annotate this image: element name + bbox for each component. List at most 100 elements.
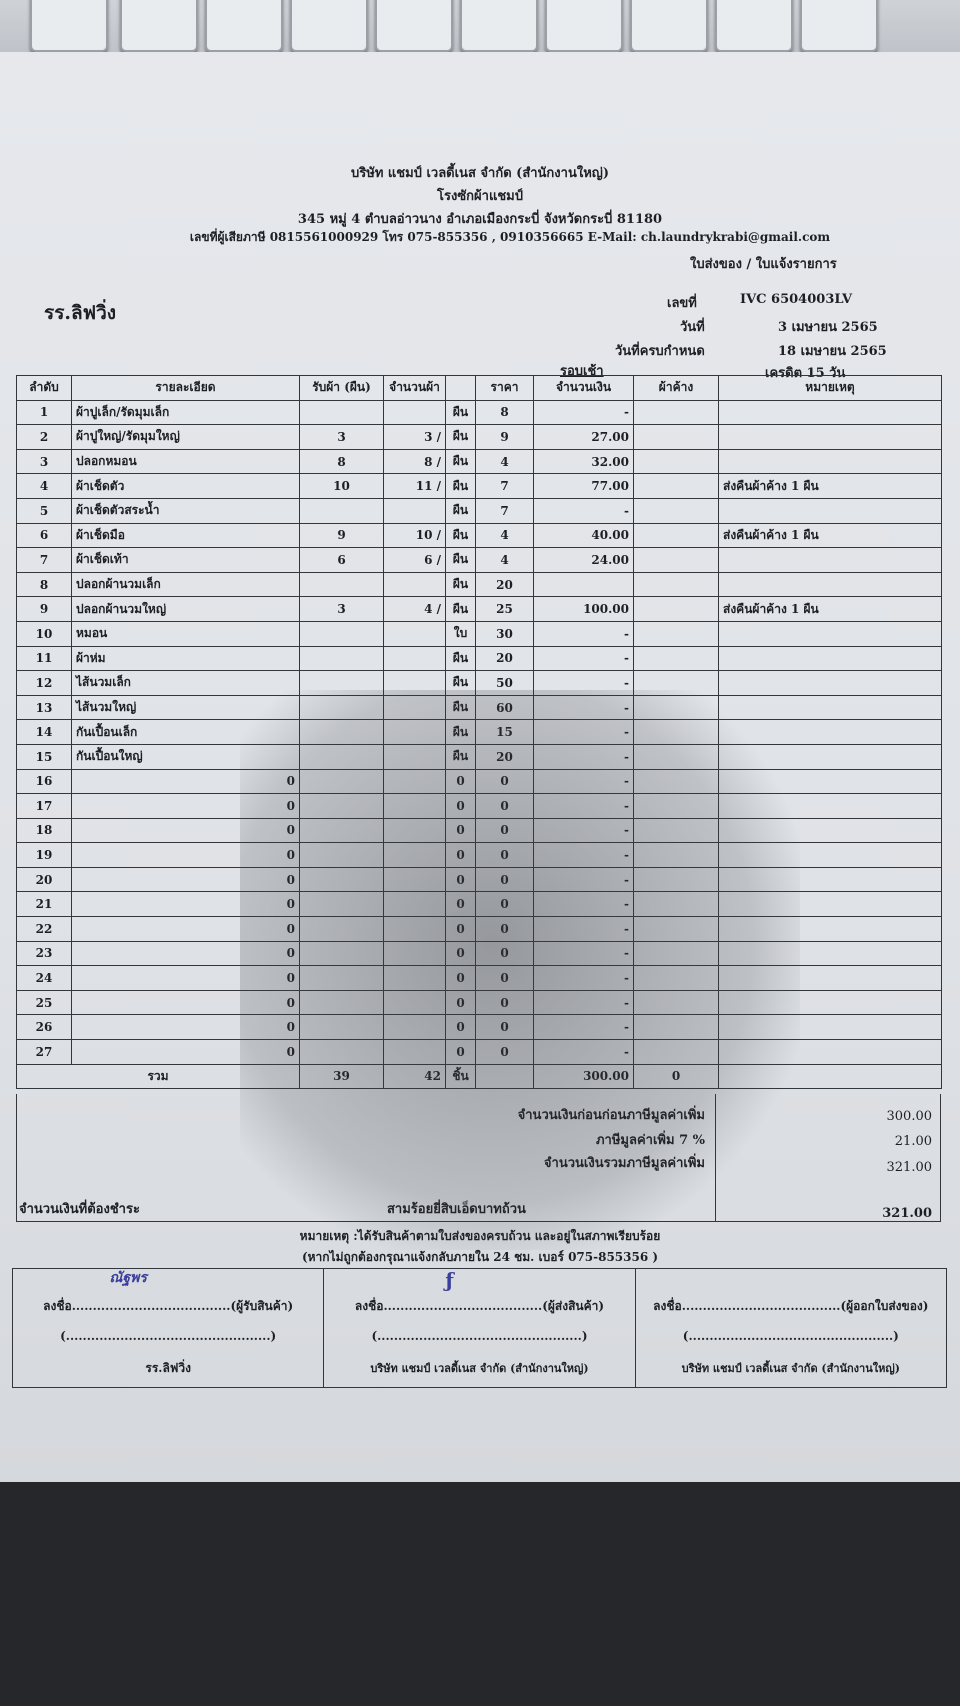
cell-col-remarks <box>718 571 942 598</box>
cell-col-pending <box>633 424 719 450</box>
cell-col-index: 18 <box>16 817 72 844</box>
table-row: 11 ผ้าห่ม ผืน 20- <box>16 645 942 672</box>
cell-col-unit: 0 <box>445 891 476 918</box>
cell-col-received: 9 <box>299 522 384 549</box>
cell-col-description: 0 <box>71 842 300 868</box>
cell-col-unit: 0 <box>445 866 476 893</box>
company-subname: โรงซักผ้าแชมป์ <box>437 189 523 204</box>
cell-col-index: 4 <box>16 473 72 499</box>
cell-col-unit: ผืน <box>445 448 476 475</box>
cell-col-received <box>299 1014 384 1041</box>
cell-col-unit: ผืน <box>445 596 476 622</box>
cell-col-amount: - <box>533 866 634 893</box>
total-unit: ชิ้น <box>445 1063 476 1090</box>
cell-col-count: 4 / <box>383 596 446 622</box>
cell-col-price: 0 <box>475 768 534 795</box>
table-row: 22 0 0 0- <box>16 916 942 942</box>
cell-col-count <box>383 399 446 426</box>
cell-col-description: 0 <box>71 916 300 942</box>
total-amount: 300.00 <box>533 1063 634 1090</box>
table-row: 25 0 0 0- <box>16 989 942 1016</box>
cell-col-price: 60 <box>475 694 534 721</box>
cell-col-amount: 24.00 <box>533 547 634 573</box>
signature-line: ลงชื่อ..................................… <box>43 1299 294 1313</box>
cell-col-count <box>383 1014 446 1041</box>
cell-col-description: 0 <box>71 768 300 795</box>
cell-col-pending <box>633 497 719 524</box>
cell-col-description: ผ้าเช็ดเท้า <box>71 547 300 573</box>
cell-col-pending <box>633 473 719 499</box>
cell-col-price: 0 <box>475 866 534 893</box>
cell-col-description: 0 <box>71 1014 300 1041</box>
cell-col-index: 11 <box>16 645 72 672</box>
table-row: 18 0 0 0- <box>16 817 942 844</box>
cell-col-unit: 0 <box>445 793 476 819</box>
cell-col-received <box>299 989 384 1016</box>
cell-col-received: 6 <box>299 547 384 573</box>
cell-col-remarks: ส่งคืนผ้าค้าง 1 ผืน <box>718 473 942 499</box>
cell-col-unit: ผืน <box>445 473 476 499</box>
cell-col-pending <box>633 694 719 721</box>
cell-col-received <box>299 497 384 524</box>
cell-col-pending <box>633 571 719 598</box>
cell-col-description: ผ้าปูเล็ก/รัดมุมเล็ก <box>71 399 300 426</box>
cell-col-received: 3 <box>299 424 384 450</box>
cell-col-count <box>383 817 446 844</box>
keyboard-key <box>205 0 283 52</box>
cell-col-count <box>383 940 446 967</box>
cell-col-price: 0 <box>475 891 534 918</box>
cell-col-count <box>383 694 446 721</box>
cell-col-count <box>383 768 446 795</box>
cell-col-amount: 32.00 <box>533 448 634 475</box>
cell-col-index: 20 <box>16 866 72 893</box>
cell-col-remarks <box>718 916 942 942</box>
cell-col-description: 0 <box>71 891 300 918</box>
cell-col-index: 7 <box>16 547 72 573</box>
cell-col-count <box>383 497 446 524</box>
cell-col-received <box>299 1039 384 1065</box>
total-empty-cell <box>475 1063 534 1090</box>
table-row: 20 0 0 0- <box>16 866 942 893</box>
keyboard-key <box>460 0 538 52</box>
cell-col-price: 4 <box>475 547 534 573</box>
cell-col-index: 25 <box>16 989 72 1016</box>
cell-col-count <box>383 719 446 745</box>
cell-col-pending <box>633 448 719 475</box>
doc-no: IVC 6504003LV <box>740 292 853 307</box>
cell-col-count <box>383 965 446 991</box>
cell-col-count <box>383 989 446 1016</box>
cell-col-index: 21 <box>16 891 72 918</box>
cell-col-count <box>383 793 446 819</box>
cell-col-remarks <box>718 694 942 721</box>
cell-col-pending <box>633 817 719 844</box>
cell-col-amount: - <box>533 694 634 721</box>
cell-col-unit: 0 <box>445 842 476 868</box>
cell-col-description: 0 <box>71 940 300 967</box>
cell-col-unit: 0 <box>445 768 476 795</box>
cell-col-remarks <box>718 547 942 573</box>
before-vat-label: จำนวนเงินก่อนก่อนภาษีมูลค่าเพิ่ม <box>517 1108 705 1123</box>
cell-col-price: 0 <box>475 793 534 819</box>
table-row: 21 0 0 0- <box>16 891 942 918</box>
cell-col-count: 10 / <box>383 522 446 549</box>
cell-col-received: 8 <box>299 448 384 475</box>
cell-col-received <box>299 571 384 598</box>
cell-col-amount: - <box>533 399 634 426</box>
table-row: 15 กันเปื้อนใหญ่ ผืน 20- <box>16 743 942 770</box>
cell-col-received <box>299 399 384 426</box>
header-col-pending: ผ้าค้าง <box>633 375 719 401</box>
cell-col-amount: 77.00 <box>533 473 634 499</box>
cell-col-amount: 27.00 <box>533 424 634 450</box>
items-table: ลำดับ รายละเอียด รับผ้า (ผืน) จำนวนผ้า ราคาจ… <box>16 375 942 1090</box>
cell-col-amount: - <box>533 768 634 795</box>
cell-col-remarks <box>718 989 942 1016</box>
cell-col-price: 0 <box>475 1014 534 1041</box>
keyboard-background <box>0 0 960 70</box>
cell-col-remarks <box>718 891 942 918</box>
cell-col-pending <box>633 768 719 795</box>
cell-col-unit: ใบ <box>445 620 476 647</box>
cell-col-pending <box>633 916 719 942</box>
cell-col-index: 19 <box>16 842 72 868</box>
table-row: 8 ปลอกผ้านวมเล็ก ผืน 20 <box>16 571 942 598</box>
cell-col-amount: - <box>533 989 634 1016</box>
